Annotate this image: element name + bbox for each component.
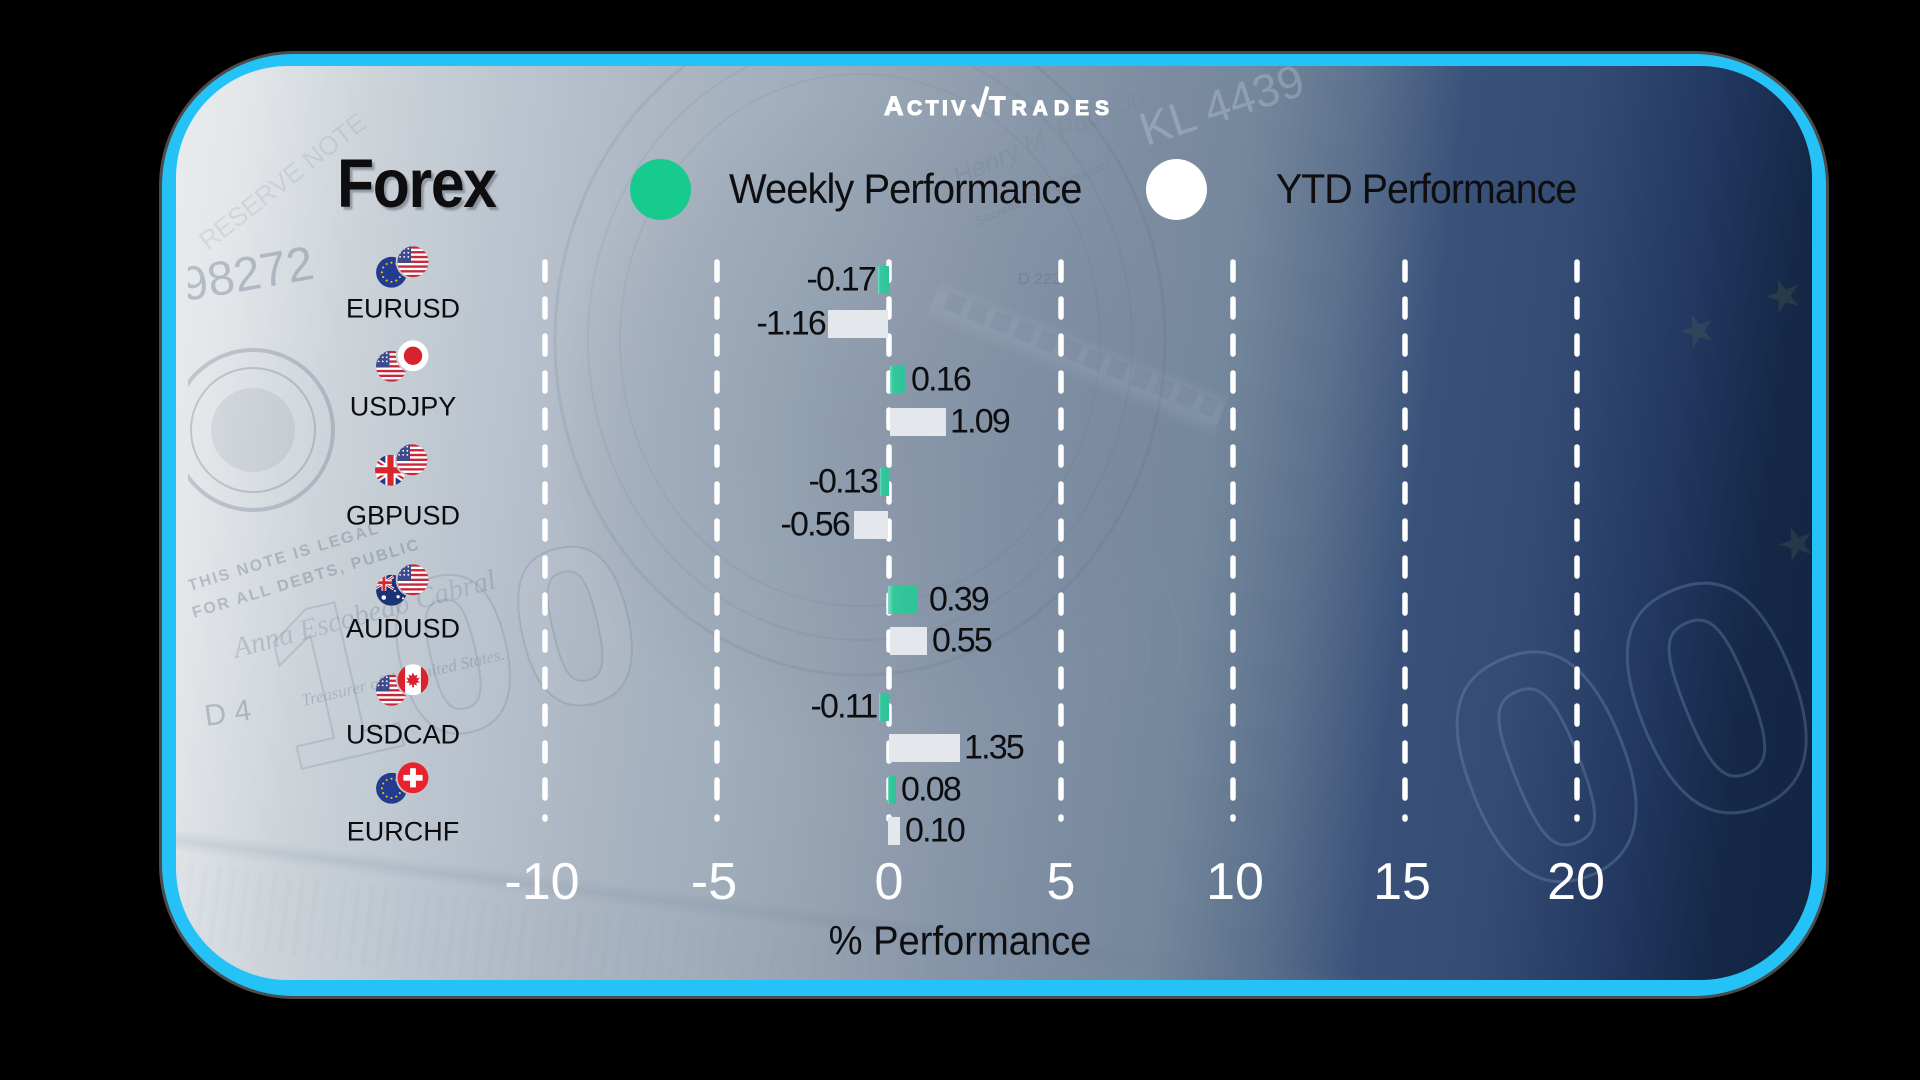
svg-text:D 222: D 222 [1018,271,1061,288]
svg-text:D 4: D 4 [202,694,253,733]
svg-text:★: ★ [1671,301,1725,361]
svg-text:★: ★ [1757,266,1811,326]
svg-text:KL 4439: KL 4439 [1133,66,1310,156]
svg-text:★: ★ [1770,514,1812,574]
